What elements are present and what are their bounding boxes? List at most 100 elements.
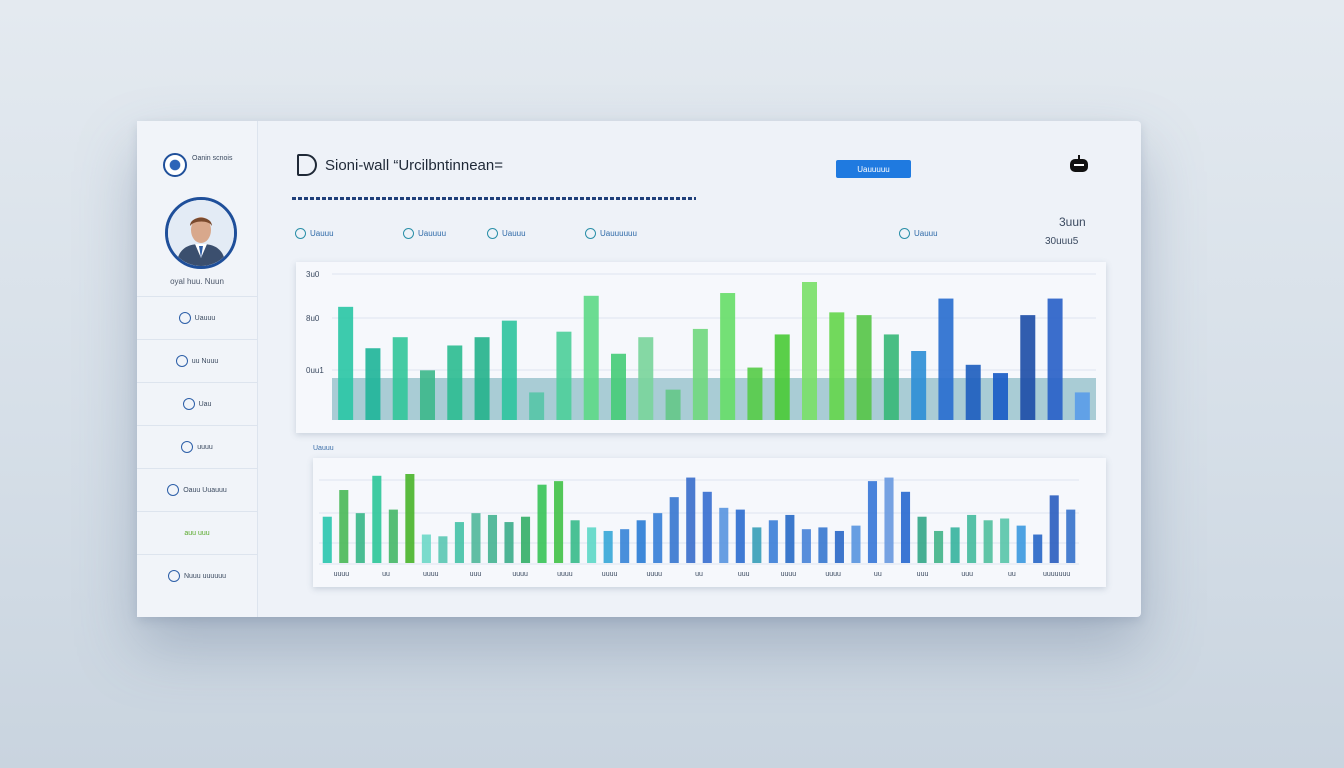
bar: [950, 527, 960, 563]
user-icon: [175, 355, 188, 367]
sidebar-item-6[interactable]: Nuuu uuuuuu: [137, 554, 257, 597]
x-tick-label: uuuu: [557, 571, 573, 578]
sidebar-item-3[interactable]: uuuu: [137, 425, 257, 468]
bar: [829, 312, 845, 420]
bar: [583, 295, 599, 420]
x-tick-label: uuuu: [334, 571, 350, 578]
bar: [747, 367, 763, 420]
sidebar-item-0[interactable]: Uauuu: [137, 296, 257, 339]
x-tick-label: uuuu: [602, 571, 618, 578]
bar: [768, 520, 778, 563]
bar: [447, 345, 463, 420]
chart-icon: [181, 441, 194, 453]
bar: [992, 373, 1009, 420]
x-tick-label: uuuuuuu: [1043, 571, 1070, 578]
bar: [554, 481, 564, 563]
bar: [504, 522, 514, 563]
legend-item-1[interactable]: Uauuuu: [403, 228, 446, 239]
brand-logo-icon[interactable]: [163, 153, 187, 177]
help-icon: [167, 570, 180, 582]
bar: [818, 527, 828, 563]
bar: [636, 520, 646, 563]
bar: [1074, 392, 1090, 420]
bar: [610, 353, 627, 420]
bar: [537, 484, 547, 563]
bar: [653, 513, 663, 563]
x-tick-label: uu: [695, 571, 703, 578]
action-button[interactable]: Uauuuuu: [836, 160, 911, 178]
bar: [752, 527, 762, 563]
bar: [1066, 509, 1076, 563]
legend-item-0[interactable]: Uauuu: [295, 228, 334, 239]
legend-label: Uauuuu: [418, 229, 447, 238]
x-tick-label: uuu: [917, 571, 929, 578]
x-tick-label: uuuu: [781, 571, 797, 578]
bar: [501, 320, 517, 420]
bottom-chart-card: 83u3u0uuuuuuuuuuuuuuuuuuuuuuuuuuuuuuuuuu…: [293, 458, 1106, 587]
bar: [665, 389, 681, 420]
bar: [851, 525, 861, 563]
legend-row: Uauuu Uauuuu Uauuu Uauuuuuu Uauuu: [295, 228, 1115, 244]
x-tick-label: uu: [382, 571, 390, 578]
brand-name: Oanin scnois: [192, 155, 233, 162]
bar: [556, 331, 572, 420]
bar: [735, 509, 745, 563]
bar: [801, 529, 811, 563]
bar: [355, 513, 365, 563]
avatar[interactable]: [165, 197, 237, 269]
bar: [967, 514, 977, 563]
legend-item-2[interactable]: Uauuu: [487, 228, 526, 239]
legend-item-4[interactable]: Uauuu: [899, 228, 938, 239]
top-bar-chart: 3u0 8u0 0uu1: [306, 270, 1096, 420]
corner-value: 30uuu5: [1045, 236, 1079, 247]
bar: [983, 520, 993, 563]
bar: [392, 337, 408, 420]
bar: [686, 477, 696, 563]
bar: [388, 509, 398, 563]
bar: [471, 513, 481, 563]
corner-title: 3uun: [1059, 215, 1086, 229]
bar: [338, 306, 354, 420]
legend-dot-icon: [487, 228, 498, 239]
bar: [856, 315, 872, 420]
bar: [934, 530, 944, 563]
sidebar: Oanin scnois oyal huu. Nuun Uauuu uu Nuu…: [137, 121, 258, 617]
bar: [938, 298, 954, 420]
bar: [372, 475, 382, 563]
x-tick-label: uuu: [470, 571, 482, 578]
legend-item-3[interactable]: Uauuuuuu: [585, 228, 637, 239]
bar: [965, 364, 981, 420]
legend-dot-icon: [899, 228, 910, 239]
legend-label: Uauuu: [914, 229, 938, 238]
sidebar-item-5[interactable]: auu uuu: [137, 511, 257, 554]
sidebar-item-1[interactable]: uu Nuuu: [137, 339, 257, 382]
legend-dot-icon: [585, 228, 596, 239]
x-tick-label: uuu: [961, 571, 973, 578]
sidebar-item-4[interactable]: Oauu Uuauuu: [137, 468, 257, 511]
bar: [883, 334, 899, 420]
bar: [529, 392, 545, 420]
robot-icon[interactable]: [1068, 154, 1090, 176]
settings-icon: [167, 484, 180, 496]
bar: [620, 529, 630, 563]
sidebar-item-label: Uauuu: [194, 314, 216, 322]
sidebar-item-label: Nuuu uuuuuu: [183, 572, 227, 580]
app-window: Oanin scnois oyal huu. Nuun Uauuu uu Nuu…: [137, 121, 1141, 617]
bar: [1049, 495, 1059, 563]
legend-label: Uauuu: [310, 229, 334, 238]
header-logo-icon: [297, 154, 317, 176]
sidebar-item-label: auu uuu: [184, 529, 210, 537]
x-tick-label: uu: [874, 571, 882, 578]
legend-label: Uauuuuuu: [600, 229, 637, 238]
bar: [720, 293, 736, 420]
bar: [917, 516, 927, 563]
bar: [1033, 534, 1043, 563]
shield-icon: [182, 398, 195, 410]
sidebar-item-label: uuuu: [197, 443, 213, 451]
bar: [474, 337, 490, 420]
bar: [1047, 298, 1063, 420]
y-tick-label: 0uu1: [306, 366, 324, 375]
sidebar-item-2[interactable]: Uau: [137, 382, 257, 425]
legend-dot-icon: [295, 228, 306, 239]
y-tick-label: 3u0: [306, 270, 320, 279]
